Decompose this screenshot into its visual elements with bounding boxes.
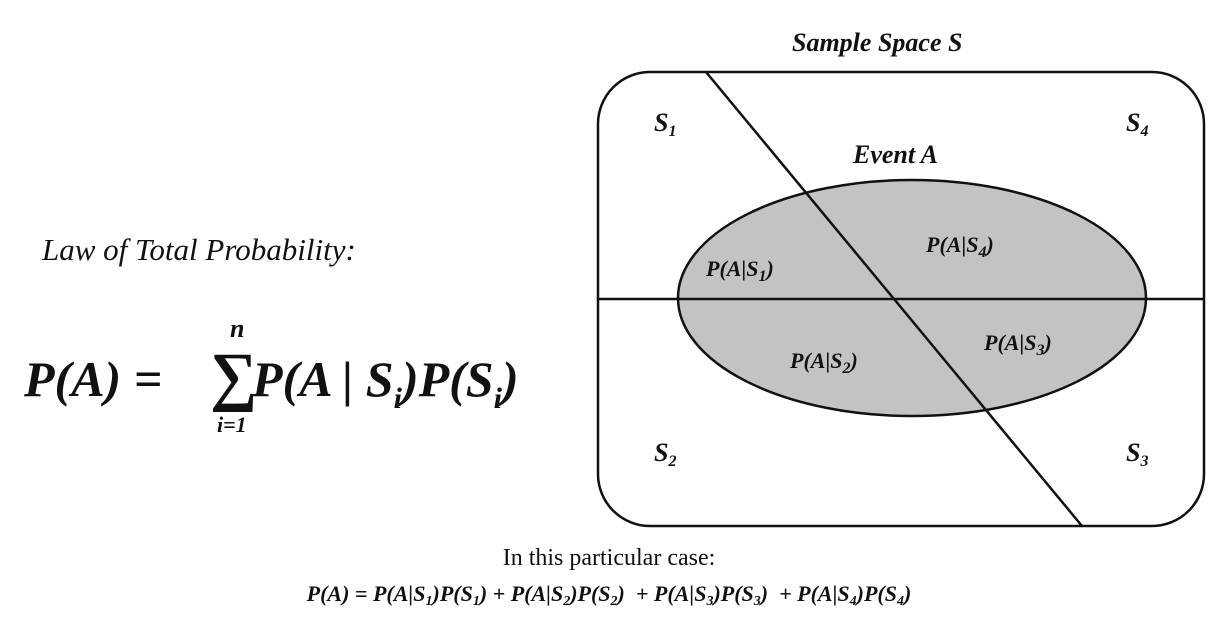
- formula-lhs: P(A) =: [24, 351, 163, 407]
- sum-upper-limit: n: [230, 314, 245, 343]
- formula-sub-2: i: [493, 382, 502, 415]
- conditional-label-s1: P(A|S1): [706, 256, 774, 285]
- formula-sub-1: i: [393, 382, 402, 415]
- diagonal-partition-line: [705, 72, 1083, 526]
- region-label-s3: S3: [1126, 438, 1149, 470]
- conditional-label-s2: P(A|S2): [790, 348, 858, 377]
- diagram-title: Sample Space S: [792, 28, 963, 57]
- sum-symbol: ∑: [210, 340, 258, 413]
- conditional-label-s3: P(A|S3): [984, 330, 1052, 359]
- formula-term-1: P(A | S: [252, 351, 394, 407]
- sum-lower-limit: i=1: [217, 412, 247, 437]
- formula-term-end: ): [501, 351, 519, 407]
- formula-term-2: )P(S: [401, 351, 494, 407]
- region-label-s1: S1: [654, 108, 677, 140]
- event-a-label: Event A: [853, 140, 938, 169]
- region-label-s4: S4: [1126, 108, 1149, 140]
- conditional-label-s4: P(A|S4): [926, 232, 994, 261]
- case-intro: In this particular case:: [502, 545, 716, 571]
- case-formula: P(A) = P(A|S1)P(S1) + P(A|S2)P(S2) + P(A…: [306, 581, 912, 609]
- sample-space-box: [596, 70, 1206, 528]
- region-label-s2: S2: [654, 438, 677, 470]
- law-title: Law of Total Probability:: [42, 232, 356, 267]
- formula-rhs: P(A | Si)P(Si): [252, 354, 519, 424]
